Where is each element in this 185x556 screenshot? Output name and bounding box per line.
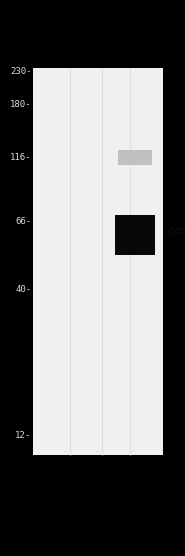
Text: 116-: 116- <box>10 153 31 162</box>
Text: CAT: CAT <box>165 227 184 236</box>
Text: 180-: 180- <box>10 101 31 110</box>
Text: 40-: 40- <box>15 285 31 295</box>
Text: 66-: 66- <box>15 217 31 226</box>
Bar <box>118 150 152 165</box>
Text: 12-: 12- <box>15 430 31 439</box>
Bar <box>115 215 155 255</box>
Text: 230-: 230- <box>10 67 31 77</box>
Bar <box>33 68 163 455</box>
